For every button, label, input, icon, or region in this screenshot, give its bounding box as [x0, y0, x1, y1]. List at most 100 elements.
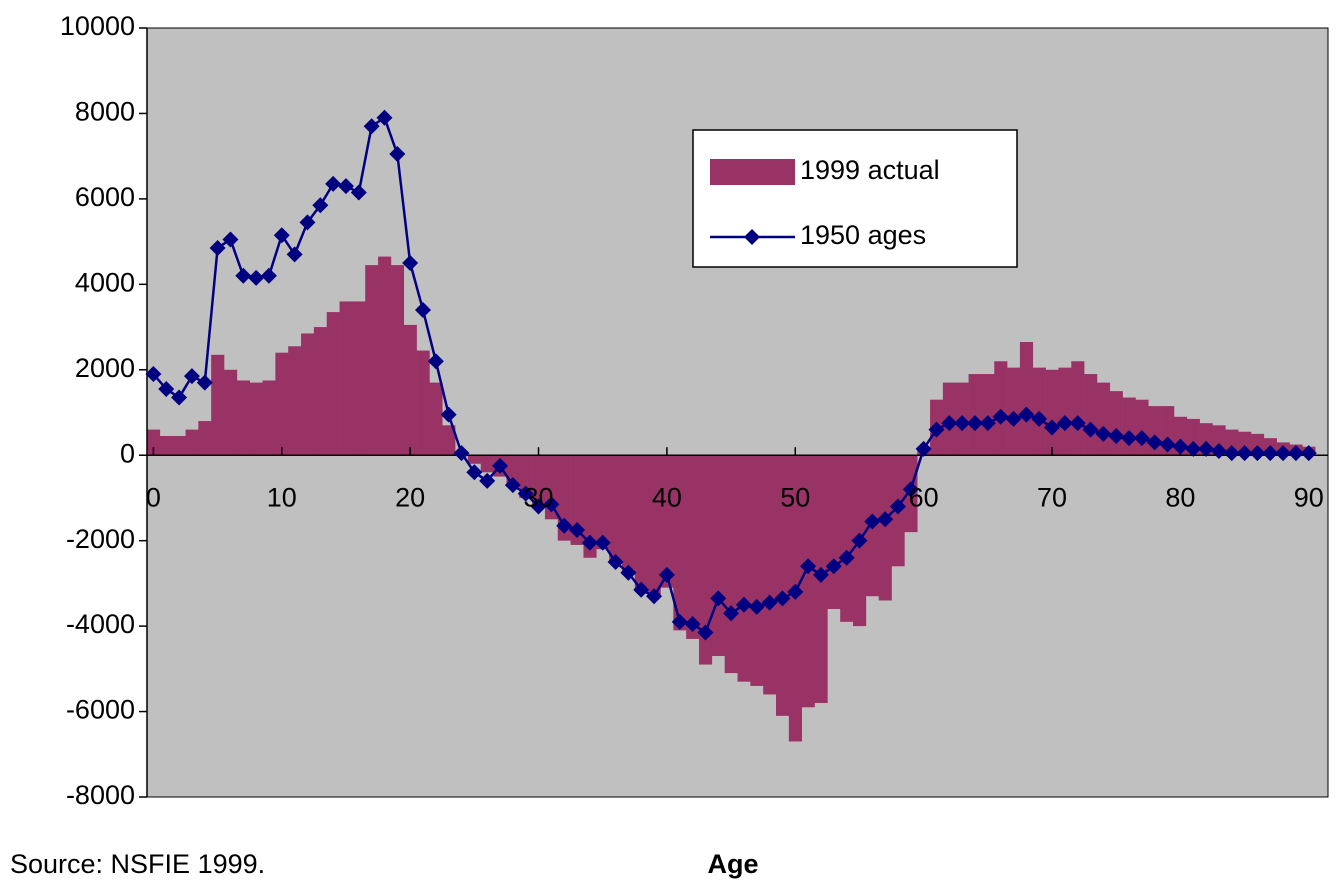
- marker: [1300, 445, 1317, 462]
- marker: [1108, 427, 1125, 444]
- marker: [1172, 438, 1189, 455]
- bar: [172, 435, 186, 456]
- bar: [1019, 342, 1034, 456]
- marker: [607, 554, 624, 571]
- marker: [1056, 415, 1073, 432]
- marker: [183, 368, 200, 385]
- marker: [800, 558, 817, 575]
- bar: [1084, 374, 1098, 456]
- marker: [620, 564, 637, 581]
- marker: [658, 566, 675, 583]
- bar: [403, 324, 417, 456]
- marker: [646, 588, 663, 605]
- marker: [158, 381, 175, 398]
- legend-label: 1950 ages: [800, 220, 926, 250]
- marker: [479, 472, 496, 489]
- marker: [1095, 425, 1112, 442]
- bar: [429, 382, 443, 456]
- bar: [506, 455, 520, 486]
- x-tick-label: 60: [909, 482, 939, 512]
- bar: [159, 435, 173, 456]
- marker: [492, 457, 509, 474]
- marker: [723, 605, 740, 622]
- bar: [262, 380, 276, 456]
- bar: [416, 350, 430, 456]
- marker: [543, 496, 560, 513]
- bar: [185, 429, 199, 456]
- bar: [390, 265, 405, 456]
- marker: [877, 511, 894, 528]
- y-tick-label: 0: [120, 438, 135, 468]
- bar: [840, 455, 854, 622]
- x-tick-label: 90: [1294, 482, 1324, 512]
- marker: [671, 613, 688, 630]
- x-tick-label: 70: [1037, 482, 1067, 512]
- x-axis-label: Age: [707, 849, 758, 879]
- marker: [171, 389, 188, 406]
- bar: [763, 455, 777, 695]
- marker: [1018, 406, 1035, 423]
- legend-swatch: [710, 159, 795, 185]
- marker: [414, 301, 431, 318]
- marker: [196, 374, 213, 391]
- x-tick-label: 0: [146, 482, 161, 512]
- marker: [466, 464, 483, 481]
- bar: [480, 455, 494, 473]
- marker: [1159, 436, 1176, 453]
- marker: [1198, 440, 1215, 457]
- marker: [1287, 445, 1304, 462]
- marker: [1185, 440, 1202, 457]
- bar: [698, 455, 713, 665]
- bar: [147, 429, 161, 456]
- marker: [774, 590, 791, 607]
- marker: [594, 534, 611, 551]
- bar: [737, 455, 751, 682]
- y-tick-label: -4000: [66, 609, 135, 639]
- marker: [209, 240, 226, 257]
- y-tick-label: -8000: [66, 780, 135, 810]
- marker: [581, 534, 598, 551]
- marker: [504, 477, 521, 494]
- marker: [273, 227, 290, 244]
- marker: [735, 596, 752, 613]
- marker: [941, 415, 958, 432]
- bar: [801, 455, 815, 708]
- bar: [1071, 361, 1085, 456]
- marker: [145, 366, 162, 383]
- y-tick-label: 2000: [75, 353, 135, 383]
- marker: [556, 517, 573, 534]
- legend-marker: [744, 229, 760, 245]
- bar: [519, 455, 533, 498]
- bar: [224, 369, 238, 456]
- bar: [288, 346, 302, 456]
- marker: [1275, 445, 1292, 462]
- bar: [621, 455, 636, 575]
- bar: [673, 455, 687, 631]
- bar: [275, 352, 289, 456]
- lines: [145, 109, 1317, 641]
- marker: [889, 498, 906, 515]
- marker: [337, 178, 354, 195]
- marker: [376, 109, 393, 126]
- marker: [453, 445, 470, 462]
- marker: [286, 246, 303, 263]
- marker: [992, 408, 1009, 425]
- bar: [249, 382, 263, 456]
- bar: [750, 455, 764, 686]
- marker: [248, 269, 265, 286]
- bar: [827, 455, 841, 610]
- bar: [1096, 382, 1111, 456]
- y-tick-label: -6000: [66, 695, 135, 725]
- bar: [634, 455, 648, 588]
- bar: [339, 301, 353, 456]
- bar: [583, 455, 597, 558]
- bar: [326, 312, 340, 456]
- marker: [928, 421, 945, 438]
- x-tick-label: 10: [267, 482, 297, 512]
- marker: [966, 415, 983, 432]
- bar: [724, 455, 738, 674]
- bar: [596, 455, 610, 550]
- y-tick-label: 4000: [75, 267, 135, 297]
- bar: [211, 354, 225, 456]
